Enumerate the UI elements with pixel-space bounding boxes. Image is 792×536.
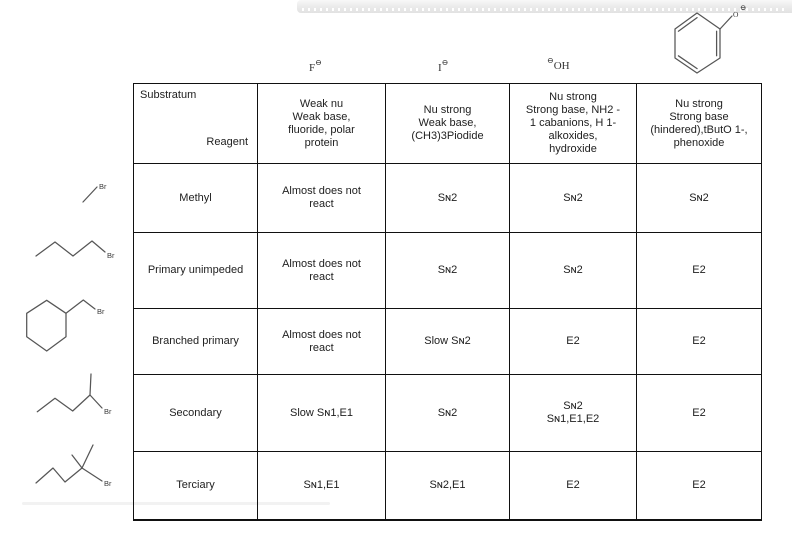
halide-label: Br — [99, 182, 107, 191]
halide-label: Br — [104, 479, 112, 488]
substrate-cell: Methyl — [133, 163, 258, 233]
reaction-cell: Sɴ2 — [385, 374, 510, 452]
window-edge-bar — [297, 0, 792, 13]
corner-header-cell: Substratum Reagent — [133, 83, 258, 164]
reaction-cell: E2 — [636, 308, 762, 375]
reaction-cell: Sɴ2 — [385, 232, 510, 309]
substratum-label: Substratum — [140, 89, 197, 101]
table-row-branched-primary: Branched primary Almost does not react S… — [133, 308, 762, 375]
reaction-cell: Sɴ2,E1 — [385, 451, 510, 520]
tertiary-bromide-structure-icon: Br — [35, 444, 112, 488]
primary-bromide-structure-icon: Br — [35, 240, 115, 260]
hydroxide-ion-label: ⊖OH — [547, 56, 570, 72]
reaction-cell: Sɴ2 — [509, 163, 637, 233]
hydroxide-symbol: OH — [553, 60, 570, 72]
reactivity-table: Substratum Reagent Weak nu Weak base, fl… — [133, 83, 762, 521]
reaction-cell: Sɴ2 — [509, 232, 637, 309]
column-header-nu-strong-weak-base: Nu strong Weak base, (CH3)3Piodide — [385, 83, 510, 164]
phenoxide-o-label: O — [733, 10, 739, 19]
iodide-symbol: I — [438, 62, 442, 74]
substrate-cell: Secondary — [133, 374, 258, 452]
reaction-cell: E2 — [636, 232, 762, 309]
column-header-weak-nu: Weak nu Weak base, fluoride, polar prote… — [257, 83, 386, 164]
methyl-bromide-structure-icon: Br — [82, 182, 107, 203]
table-row-methyl: Methyl Almost does not react Sɴ2 Sɴ2 Sɴ2 — [133, 163, 762, 233]
reaction-cell: Almost does not react — [257, 163, 386, 233]
reaction-cell: Sɴ2 — [636, 163, 762, 233]
halide-label: Br — [104, 407, 112, 416]
halide-label: Br — [107, 251, 115, 260]
reaction-cell: Slow Sɴ1,E1 — [257, 374, 386, 452]
substrate-cell: Terciary — [133, 451, 258, 520]
reaction-cell: Almost does not react — [257, 308, 386, 375]
phenoxide-structure-icon: O ⊖ — [674, 3, 746, 74]
phenoxide-charge-icon: ⊖ — [740, 3, 746, 12]
reaction-cell: Slow Sɴ2 — [385, 308, 510, 375]
reagent-label: Reagent — [206, 136, 248, 148]
fluoride-symbol: F — [309, 62, 316, 74]
reaction-cell: E2 — [509, 308, 637, 375]
reaction-cell: Sɴ2 — [385, 163, 510, 233]
iodide-ion-label: I⊖ — [438, 58, 448, 74]
reaction-cell: Almost does not react — [257, 232, 386, 309]
table-row-tertiary: Terciary Sɴ1,E1 Sɴ2,E1 E2 E2 — [133, 451, 762, 520]
reaction-cell: E2 — [636, 451, 762, 520]
table-row-primary: Primary unimpeded Almost does not react … — [133, 232, 762, 309]
fluoride-ion-label: F⊖ — [309, 58, 322, 74]
secondary-bromide-structure-icon: Br — [36, 373, 112, 416]
reaction-cell: E2 — [509, 451, 637, 520]
reaction-cell: Sɴ2 Sɴ1,E1,E2 — [509, 374, 637, 452]
fluoride-charge-icon: ⊖ — [315, 58, 322, 67]
iodide-charge-icon: ⊖ — [441, 58, 449, 67]
substrate-cell: Branched primary — [133, 308, 258, 375]
branched-primary-bromide-structure-icon: Br — [26, 299, 105, 352]
window-edge-ticks — [302, 8, 787, 11]
substrate-cell: Primary unimpeded — [133, 232, 258, 309]
table-row-secondary: Secondary Slow Sɴ1,E1 Sɴ2 Sɴ2 Sɴ1,E1,E2 … — [133, 374, 762, 452]
halide-label: Br — [97, 307, 105, 316]
reaction-cell: E2 — [636, 374, 762, 452]
reaction-cell: Sɴ1,E1 — [257, 451, 386, 520]
header-row: Substratum Reagent Weak nu Weak base, fl… — [133, 83, 762, 164]
column-header-nu-strong-strong-base: Nu strong Strong base, NH2 - 1 cabanions… — [509, 83, 637, 164]
column-header-nu-strong-hindered: Nu strong Strong base (hindered),tButO 1… — [636, 83, 762, 164]
hydroxide-charge-icon: ⊖ — [547, 56, 554, 65]
